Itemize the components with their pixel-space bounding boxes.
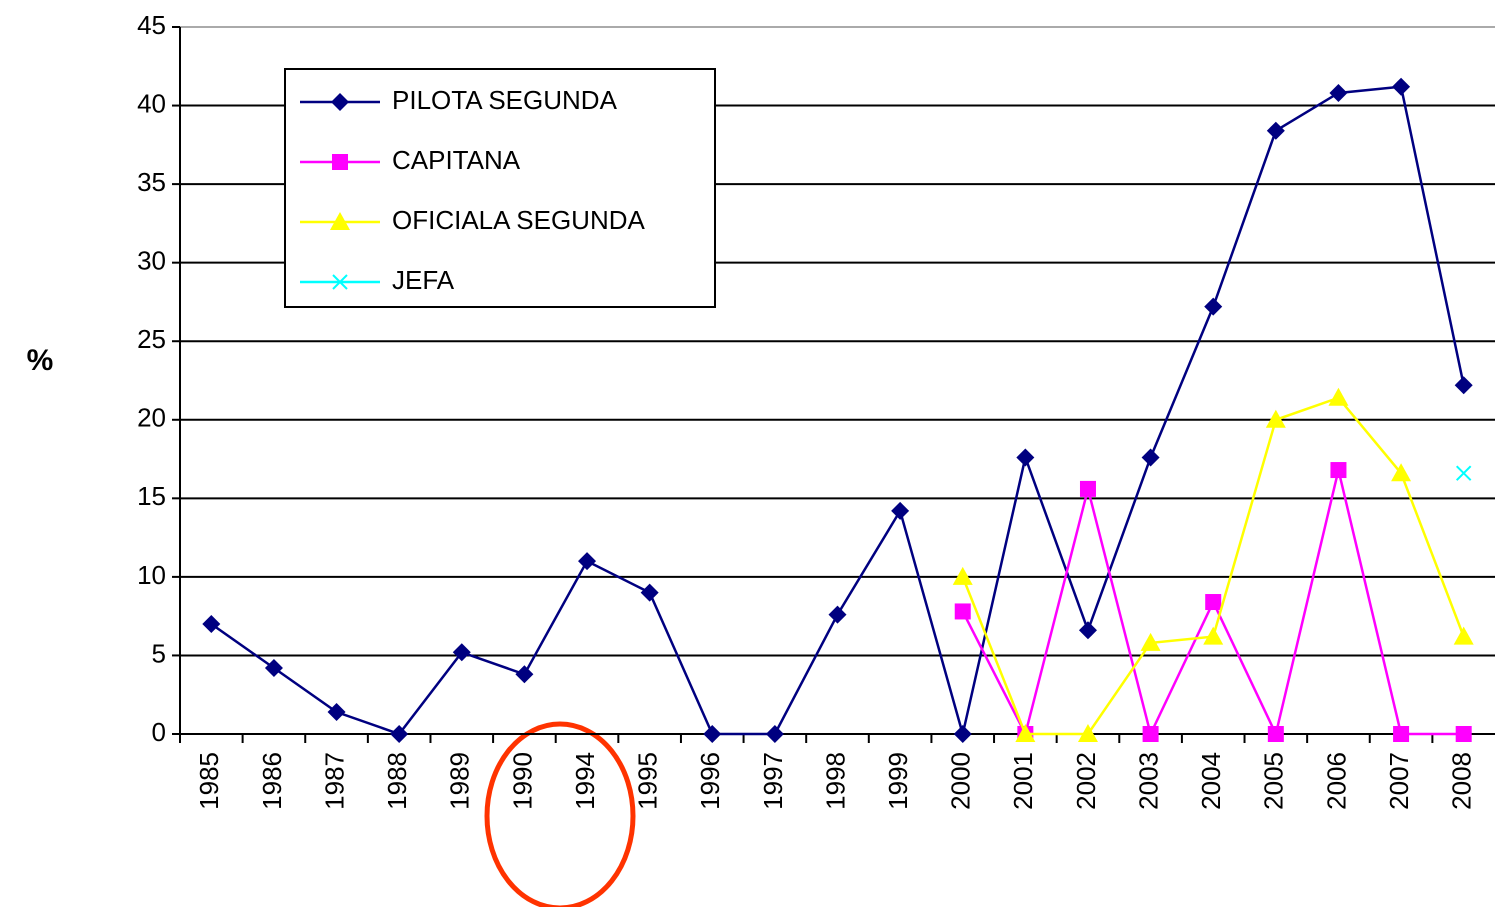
legend-box (284, 68, 716, 308)
marker (1204, 297, 1223, 316)
marker (1392, 77, 1411, 96)
x-tick-label: 1988 (382, 752, 412, 810)
marker (1142, 726, 1159, 742)
y-tick-label: 45 (137, 10, 166, 40)
x-tick-label: 1998 (820, 752, 850, 810)
marker (1141, 448, 1160, 467)
marker (953, 725, 972, 743)
legend-label: OFICIALA SEGUNDA (392, 205, 645, 235)
marker (954, 603, 971, 620)
x-tick-label: 2003 (1133, 752, 1163, 810)
x-tick-label: 1996 (695, 752, 725, 810)
legend-label: CAPITANA (392, 145, 521, 175)
marker (452, 643, 471, 662)
marker (1016, 448, 1035, 467)
y-tick-label: 35 (137, 167, 166, 197)
marker (578, 552, 597, 571)
y-tick-label: 5 (152, 638, 166, 668)
marker (1140, 632, 1161, 651)
x-tick-label: 2007 (1384, 752, 1414, 810)
x-tick-label: 2006 (1321, 752, 1351, 810)
marker (327, 703, 346, 722)
marker (1077, 724, 1098, 742)
marker (703, 725, 722, 743)
legend-label: PILOTA SEGUNDA (392, 85, 618, 115)
legend-marker (331, 93, 349, 111)
marker (828, 605, 847, 624)
marker (1205, 594, 1222, 611)
y-tick-label: 10 (137, 560, 166, 590)
y-tick-label: 40 (137, 88, 166, 118)
x-tick-label: 1989 (445, 752, 475, 810)
x-tick-label: 2000 (946, 752, 976, 810)
x-tick-label: 1986 (257, 752, 287, 810)
legend-label: JEFA (392, 265, 455, 295)
marker (1079, 480, 1096, 497)
x-tick-label: 1999 (883, 752, 913, 810)
y-tick-label: 0 (152, 717, 166, 747)
legend: PILOTA SEGUNDA CAPITANA OFICIALA SEGUNDA JE… (284, 68, 716, 308)
x-tick-label: 1995 (633, 752, 663, 810)
marker (1330, 462, 1347, 479)
legend-marker (332, 154, 348, 170)
marker (390, 725, 409, 743)
marker (1328, 387, 1349, 406)
x-tick-label: 2002 (1071, 752, 1101, 810)
x-tick-label: 1990 (507, 752, 537, 810)
x-tick-label: 2004 (1196, 752, 1226, 810)
y-tick-label: 30 (137, 246, 166, 276)
marker (952, 566, 973, 585)
x-tick-label: 2005 (1259, 752, 1289, 810)
x-tick-label: 1985 (194, 752, 224, 810)
x-tick-label: 2001 (1008, 752, 1038, 810)
marker (202, 615, 221, 634)
marker (264, 659, 283, 678)
marker (1266, 121, 1285, 140)
marker (1078, 621, 1097, 640)
marker (515, 665, 534, 684)
x-tick-label: 1997 (758, 752, 788, 810)
marker (891, 501, 910, 520)
marker (1391, 463, 1412, 482)
marker (1329, 83, 1348, 102)
legend-marker (332, 274, 348, 290)
marker (1454, 376, 1473, 395)
marker (1267, 726, 1284, 742)
marker (1265, 409, 1286, 428)
marker (640, 583, 659, 602)
y-tick-label: 20 (137, 403, 166, 433)
marker (1203, 626, 1224, 645)
x-tick-label: 2008 (1447, 752, 1477, 810)
marker (1455, 465, 1472, 481)
x-tick-label: 1994 (570, 752, 600, 810)
marker (1393, 726, 1410, 742)
marker (1015, 724, 1036, 742)
x-tick-label: 1987 (319, 752, 349, 810)
legend-marker (330, 212, 350, 230)
y-axis-label: % (27, 344, 54, 377)
marker (1455, 726, 1472, 742)
marker (765, 725, 784, 743)
marker (1453, 626, 1474, 645)
highlight-ellipse (484, 721, 636, 907)
y-tick-label: 25 (137, 324, 166, 354)
y-tick-label: 15 (137, 481, 166, 511)
